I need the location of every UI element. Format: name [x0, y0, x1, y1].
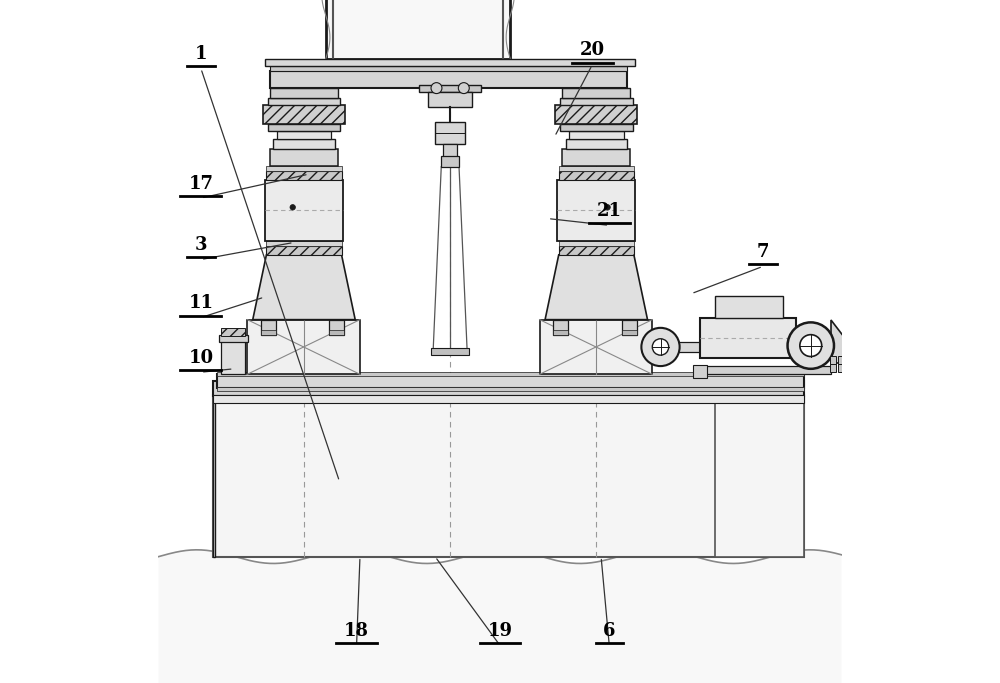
Circle shape	[800, 335, 822, 357]
Bar	[428, 92, 472, 107]
Text: 10: 10	[188, 349, 213, 367]
Polygon shape	[253, 255, 355, 320]
Bar	[553, 320, 568, 335]
Bar	[622, 320, 637, 335]
Bar	[560, 124, 633, 131]
Bar	[676, 342, 703, 352]
Bar	[435, 122, 465, 144]
Bar	[871, 356, 877, 364]
Circle shape	[431, 83, 442, 94]
Polygon shape	[545, 255, 648, 320]
Circle shape	[290, 205, 295, 210]
Bar	[265, 59, 635, 66]
Text: 3: 3	[195, 236, 207, 254]
Bar	[329, 320, 344, 335]
Bar	[693, 365, 707, 378]
Bar	[560, 98, 633, 105]
Bar	[559, 171, 634, 180]
Text: 18: 18	[344, 622, 369, 640]
Text: 1: 1	[195, 45, 207, 63]
Text: 11: 11	[188, 294, 213, 312]
Bar	[443, 144, 457, 158]
Bar	[266, 246, 342, 255]
Circle shape	[605, 205, 610, 210]
Text: 6: 6	[603, 622, 616, 640]
Bar	[540, 320, 652, 374]
Bar	[266, 171, 342, 180]
Bar	[879, 364, 885, 372]
Bar	[270, 66, 627, 71]
Circle shape	[788, 322, 834, 369]
Bar	[838, 364, 844, 372]
Bar	[863, 364, 869, 372]
Bar	[715, 395, 804, 557]
Text: 17: 17	[188, 175, 213, 193]
Bar	[221, 340, 245, 374]
Bar	[261, 320, 276, 335]
Bar	[700, 318, 796, 358]
Bar	[270, 71, 627, 88]
Polygon shape	[831, 320, 864, 363]
Polygon shape	[213, 396, 215, 557]
Bar	[219, 335, 248, 342]
Text: 20: 20	[580, 42, 605, 59]
Circle shape	[458, 83, 469, 94]
Bar	[559, 241, 634, 246]
Bar	[557, 180, 635, 241]
Bar	[247, 320, 360, 374]
Bar	[569, 131, 624, 139]
Circle shape	[641, 328, 680, 366]
Bar	[715, 296, 783, 318]
Bar	[562, 88, 630, 98]
Bar	[270, 149, 338, 166]
Bar	[553, 330, 568, 335]
Bar	[846, 364, 852, 372]
Bar	[555, 105, 637, 124]
Bar	[622, 330, 637, 335]
Bar	[419, 85, 481, 92]
Bar	[217, 374, 804, 388]
Bar	[326, 0, 510, 59]
Text: 19: 19	[488, 622, 512, 640]
Bar	[217, 387, 804, 391]
Bar	[266, 166, 342, 171]
Bar	[838, 356, 844, 364]
Bar	[846, 356, 852, 364]
Polygon shape	[158, 550, 842, 683]
Bar	[830, 364, 836, 372]
Bar	[265, 180, 343, 241]
Bar	[695, 366, 831, 374]
Bar	[261, 330, 276, 335]
Bar	[213, 381, 804, 396]
Bar	[217, 372, 804, 376]
Bar	[277, 131, 331, 139]
Bar	[266, 241, 342, 246]
Bar	[263, 105, 345, 124]
Bar	[562, 149, 630, 166]
Bar	[830, 356, 836, 364]
Bar	[431, 348, 469, 355]
Bar	[213, 395, 804, 557]
Bar	[329, 330, 344, 335]
Text: 21: 21	[597, 202, 622, 220]
Bar	[559, 166, 634, 171]
Circle shape	[652, 339, 669, 355]
Bar	[566, 139, 627, 149]
Bar	[854, 356, 861, 364]
Bar	[871, 364, 877, 372]
Bar	[559, 246, 634, 255]
Bar	[268, 124, 340, 131]
Bar	[441, 156, 459, 167]
Bar	[268, 98, 340, 105]
Bar	[879, 356, 885, 364]
Bar	[854, 364, 861, 372]
Text: 7: 7	[757, 243, 769, 261]
Bar	[863, 356, 869, 364]
Bar	[270, 88, 338, 98]
Bar	[273, 139, 335, 149]
Bar	[213, 395, 804, 403]
Bar	[221, 328, 245, 336]
